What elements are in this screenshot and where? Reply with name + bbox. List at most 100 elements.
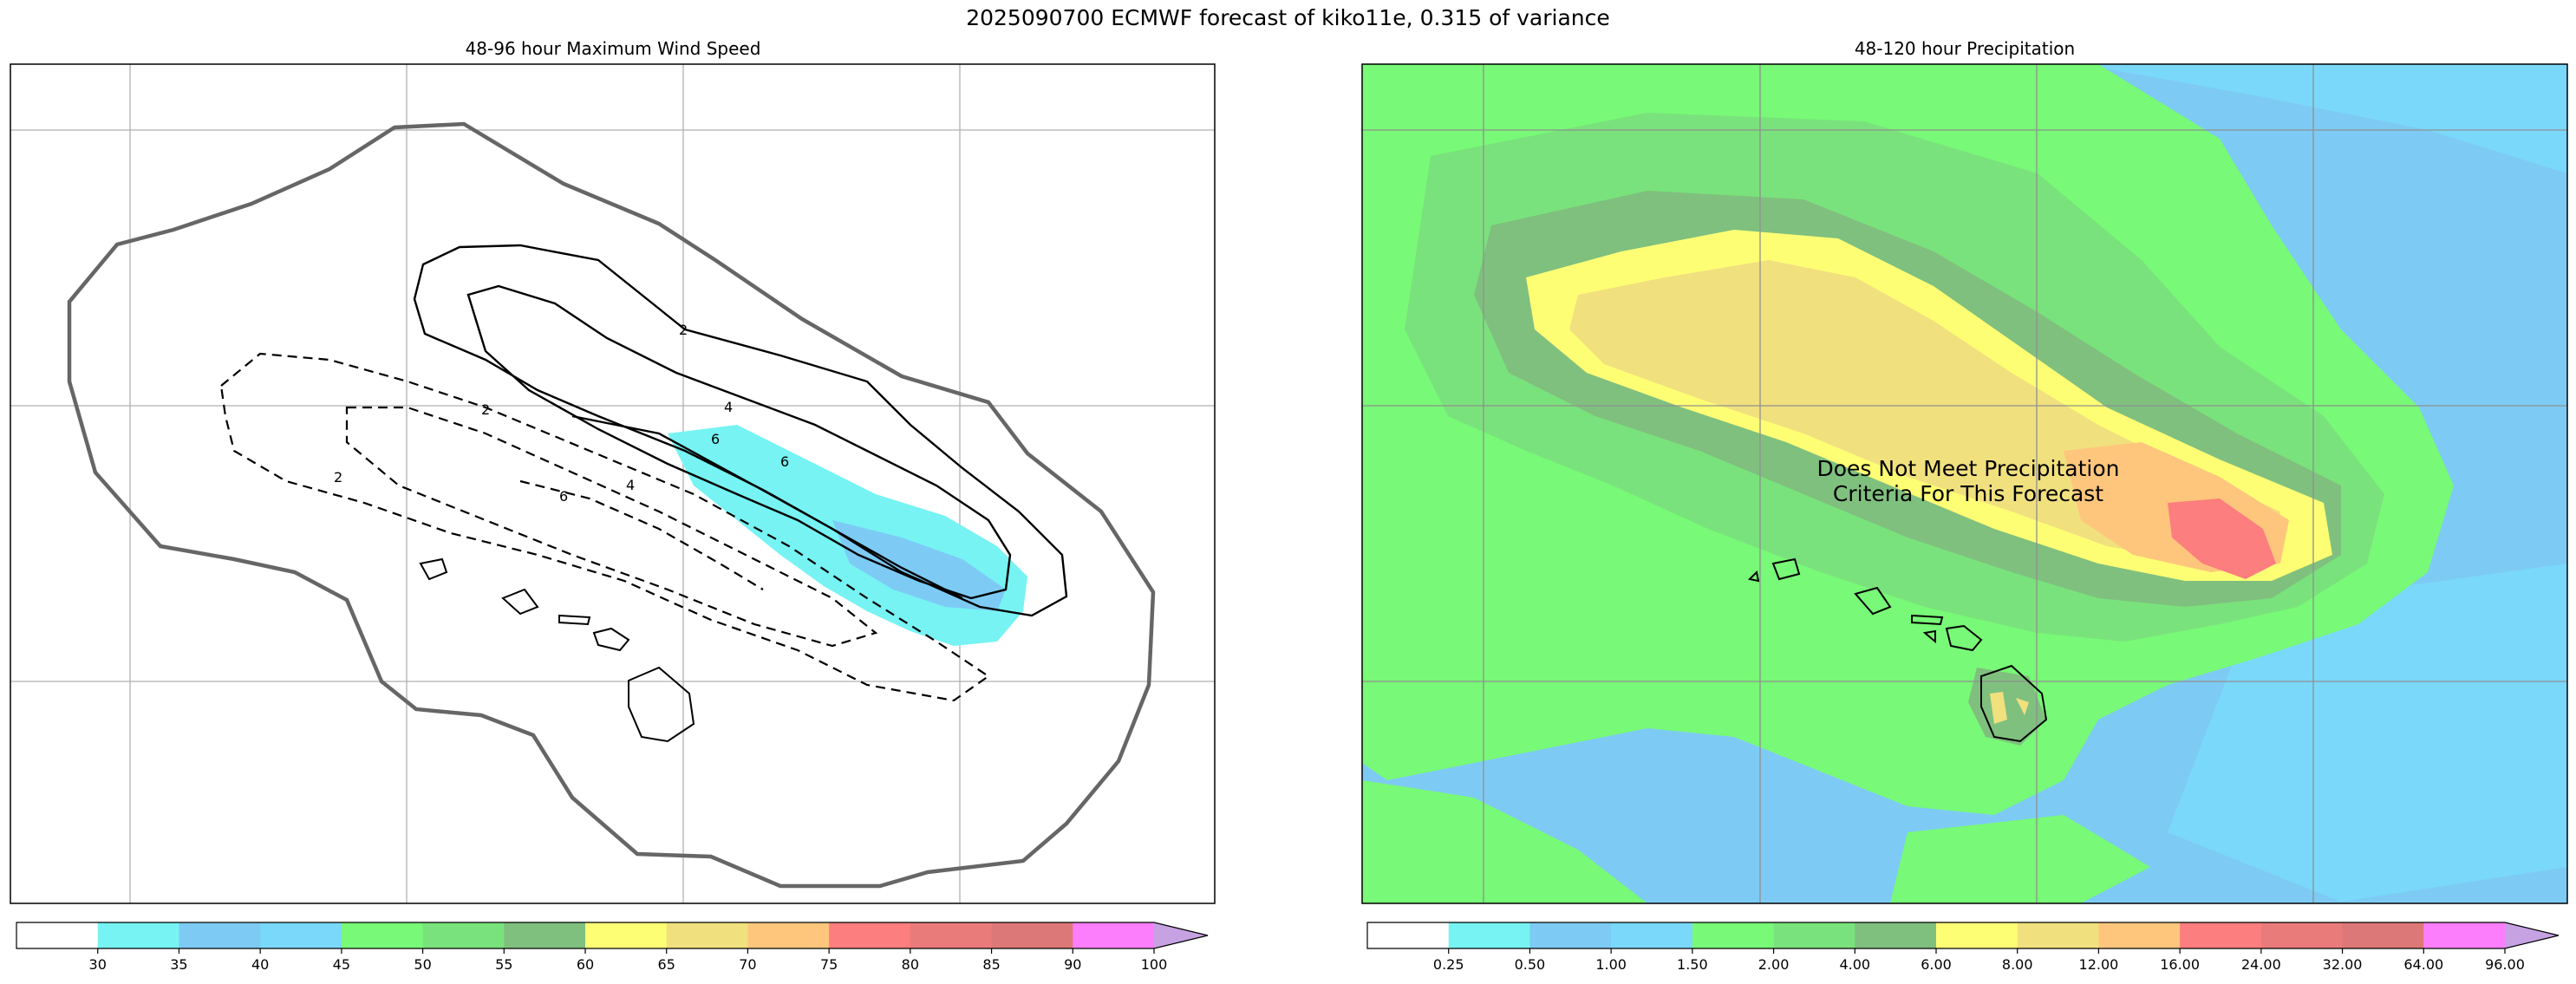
contour-4	[466, 284, 1012, 600]
precip-red	[2168, 499, 2276, 579]
wind-colorbar-outline	[16, 922, 1209, 949]
precip-colorbar-block	[2423, 922, 2506, 948]
precip-colorbar-tick-label: 1.00	[1595, 956, 1627, 973]
wind-map-background	[10, 64, 1215, 903]
wind-colorbar-tick-label: 70	[739, 956, 756, 973]
wind-colorbar-tick-label: 35	[170, 956, 187, 973]
wind-colorbar-block	[1073, 922, 1155, 948]
precip-colorbar-tick-label: 6.00	[1921, 956, 1952, 973]
precip-gridlines	[1362, 64, 2567, 903]
precip-colorbar-block	[1611, 922, 1693, 948]
wind-contour-labels: 2 4 6 2 4 6 2 6	[334, 322, 789, 505]
precip-colorbar-block	[2098, 922, 2181, 948]
precip-colorbar-tick-label: 16.00	[2160, 956, 2200, 973]
precip-colorbar-outline	[1366, 922, 2560, 949]
wind-map-frame	[10, 63, 1216, 904]
wind-colorbar-block	[991, 922, 1073, 948]
precip-colorbar-tick-label: 1.50	[1677, 956, 1708, 973]
precip-colorbar-tick-label: 96.00	[2485, 956, 2525, 973]
wind-colorbar-block	[16, 922, 99, 948]
wind-colorbar-tick-label: 90	[1064, 956, 1081, 973]
island-kauai	[1771, 557, 1801, 581]
wind-colorbar-block	[666, 922, 748, 948]
wind-islands	[419, 557, 695, 743]
precip-colorbar-tick-label: 4.00	[1839, 956, 1870, 973]
wind-colorbar-block	[585, 922, 668, 948]
wind-map-panel: 2 4 6 2 4 6 2 6	[10, 63, 1216, 904]
island-kahoolawe	[1922, 629, 1936, 644]
precip-colorbar-block	[2260, 922, 2344, 948]
precip-colorbar-tick-label: 8.00	[2002, 956, 2033, 973]
wind-colorbar-tick-label: 75	[820, 956, 838, 973]
contour-label: 6	[711, 431, 720, 447]
precip-colorbar: 0.25 0.50 1.00 1.50 2.00 4.00 6.00 8.00 12.00 16.…	[1366, 922, 2560, 973]
precip-note-line-1: Does Not Meet Precipitation	[1816, 456, 2120, 481]
precip-colorbar-tick-label: 12.00	[2079, 956, 2119, 973]
contour-2	[413, 244, 1068, 617]
precip-note-line-2: Criteria For This Forecast	[1832, 481, 2104, 506]
wind-colorbar-tick-label: 40	[251, 956, 269, 973]
contour-label: 6	[780, 453, 789, 470]
contour-label: 2	[481, 401, 490, 418]
precip-colorbar-block	[1692, 922, 1775, 948]
wind-colorbar-block	[910, 922, 993, 948]
wind-colorbar-block	[829, 922, 911, 948]
island-hawaii	[1980, 664, 2048, 743]
wind-area-40kt	[832, 520, 1006, 611]
wind-dashed-contours	[219, 352, 990, 702]
dashed-contour-6	[519, 479, 764, 590]
wind-colorbar: 30 35 40 45 50 55 60 65 70 75 80 85 90 100	[16, 922, 1209, 973]
precip-colorbar-tick-label: 2.00	[1758, 956, 1790, 973]
wind-colorbar-tick-label: 55	[495, 956, 512, 973]
precip-colorbar-block	[1855, 922, 1937, 948]
wind-colorbar-tick-label: 50	[414, 956, 431, 973]
wind-colorbar-block	[97, 922, 179, 948]
precip-island-tan	[1990, 692, 2029, 724]
dashed-contour-4	[345, 406, 878, 648]
contour-label: 2	[679, 322, 688, 338]
precip-colorbar-block	[2180, 922, 2262, 948]
contour-label: 4	[626, 477, 635, 493]
island-molokai	[1911, 614, 1944, 626]
precip-colorbar-block	[2017, 922, 2099, 948]
precip-panel-title: 48-120 hour Precipitation	[1854, 38, 2076, 59]
wind-colorbar-block	[341, 922, 424, 948]
precip-colorbar-block	[2342, 922, 2424, 948]
precip-colorbar-block	[1936, 922, 2018, 948]
island-niihau	[1747, 570, 1760, 583]
wind-colorbar-block	[260, 922, 342, 948]
figure-suptitle: 2025090700 ECMWF forecast of kiko11e, 0.…	[966, 5, 1610, 30]
contour-6	[571, 414, 963, 600]
wind-colorbar-tick-label: 65	[658, 956, 675, 973]
precip-colorbar-tick-label: 24.00	[2241, 956, 2281, 973]
wind-colorbar-extend-arrow	[1154, 922, 1208, 948]
wind-colorbar-tick-label: 85	[982, 956, 1000, 973]
precip-colorbar-block	[1367, 922, 1450, 948]
island-oahu	[1854, 586, 1892, 616]
precip-colorbar-tick-label: 64.00	[2403, 956, 2443, 973]
contour-label: 4	[724, 399, 733, 415]
precip-colorbar-block	[1529, 922, 1612, 948]
island-oahu	[501, 588, 539, 616]
wind-colorbar-block	[747, 922, 830, 948]
wind-colorbar-tick-label: 60	[577, 956, 594, 973]
precip-map-frame	[1361, 63, 2568, 904]
island-maui	[592, 627, 630, 652]
precip-map-panel	[1361, 63, 2568, 904]
precip-colorbar-tick-label: 0.50	[1515, 956, 1546, 973]
precip-colorbar-tick-label: 32.00	[2323, 956, 2363, 973]
island-molokai	[558, 614, 591, 626]
wind-colorbar-tick-label: 30	[89, 956, 107, 973]
island-hawaii	[628, 666, 695, 743]
precip-colorbar-block	[1448, 922, 1530, 948]
wind-panel-title: 48-96 hour Maximum Wind Speed	[465, 38, 761, 59]
wind-colorbar-tick-label: 45	[333, 956, 350, 973]
wind-colorbar-block	[179, 922, 261, 948]
island-maui	[1945, 624, 1983, 652]
domain-boundary	[67, 121, 1156, 889]
precip-islands	[1747, 557, 2048, 743]
wind-colorbar-block	[504, 922, 586, 948]
contour-label: 2	[334, 469, 342, 485]
precip-green-bottom	[1362, 780, 2150, 903]
